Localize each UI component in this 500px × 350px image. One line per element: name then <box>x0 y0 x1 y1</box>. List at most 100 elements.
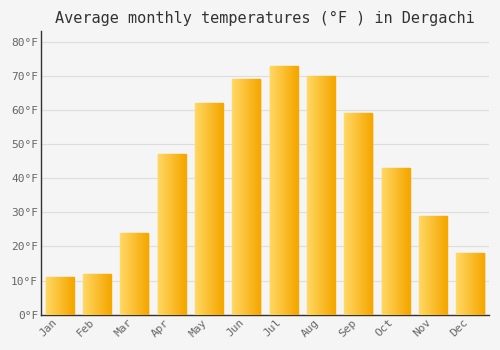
Bar <box>215 103 216 315</box>
Bar <box>197 103 198 315</box>
Bar <box>272 65 273 315</box>
Bar <box>433 216 434 315</box>
Bar <box>86 274 87 315</box>
Bar <box>182 154 183 315</box>
Bar <box>386 168 387 315</box>
Bar <box>309 76 310 315</box>
Bar <box>70 277 71 315</box>
Bar <box>327 76 328 315</box>
Bar <box>420 216 421 315</box>
Bar <box>160 154 161 315</box>
Bar <box>83 274 84 315</box>
Bar <box>142 233 144 315</box>
Bar <box>166 154 168 315</box>
Bar <box>295 65 296 315</box>
Bar <box>204 103 206 315</box>
Bar <box>207 103 208 315</box>
Bar <box>176 154 177 315</box>
Bar <box>213 103 214 315</box>
Bar <box>249 79 250 315</box>
Bar <box>102 274 103 315</box>
Bar <box>399 168 400 315</box>
Bar <box>357 113 358 315</box>
Bar <box>242 79 244 315</box>
Bar <box>359 113 360 315</box>
Bar <box>95 274 96 315</box>
Bar <box>101 274 102 315</box>
Bar <box>395 168 396 315</box>
Bar <box>251 79 252 315</box>
Bar <box>50 277 51 315</box>
Bar <box>393 168 394 315</box>
Bar <box>159 154 160 315</box>
Bar <box>328 76 330 315</box>
Bar <box>446 216 447 315</box>
Bar <box>312 76 313 315</box>
Bar <box>462 253 463 315</box>
Bar <box>259 79 260 315</box>
Bar <box>344 113 345 315</box>
Bar <box>424 216 425 315</box>
Bar <box>308 76 309 315</box>
Bar <box>461 253 462 315</box>
Bar <box>431 216 432 315</box>
Bar <box>283 65 284 315</box>
Bar <box>90 274 92 315</box>
Bar <box>122 233 123 315</box>
Bar <box>212 103 213 315</box>
Bar <box>352 113 354 315</box>
Bar <box>385 168 386 315</box>
Bar <box>232 79 233 315</box>
Bar <box>256 79 258 315</box>
Bar <box>178 154 180 315</box>
Bar <box>120 233 121 315</box>
Bar <box>276 65 278 315</box>
Bar <box>244 79 245 315</box>
Bar <box>321 76 322 315</box>
Bar <box>362 113 363 315</box>
Bar <box>52 277 54 315</box>
Bar <box>240 79 242 315</box>
Bar <box>62 277 63 315</box>
Bar <box>297 65 298 315</box>
Bar <box>169 154 170 315</box>
Bar <box>368 113 370 315</box>
Bar <box>460 253 461 315</box>
Bar <box>422 216 423 315</box>
Bar <box>419 216 420 315</box>
Bar <box>333 76 334 315</box>
Bar <box>382 168 383 315</box>
Bar <box>384 168 385 315</box>
Bar <box>68 277 70 315</box>
Bar <box>290 65 292 315</box>
Bar <box>398 168 399 315</box>
Bar <box>85 274 86 315</box>
Bar <box>247 79 248 315</box>
Bar <box>311 76 312 315</box>
Bar <box>471 253 472 315</box>
Bar <box>173 154 174 315</box>
Bar <box>392 168 393 315</box>
Bar <box>63 277 64 315</box>
Bar <box>387 168 388 315</box>
Bar <box>209 103 210 315</box>
Bar <box>463 253 464 315</box>
Bar <box>423 216 424 315</box>
Bar <box>168 154 169 315</box>
Bar <box>135 233 136 315</box>
Bar <box>48 277 49 315</box>
Bar <box>401 168 402 315</box>
Bar <box>480 253 482 315</box>
Bar <box>351 113 352 315</box>
Bar <box>216 103 218 315</box>
Bar <box>210 103 211 315</box>
Bar <box>139 233 140 315</box>
Bar <box>147 233 148 315</box>
Bar <box>127 233 128 315</box>
Bar <box>394 168 395 315</box>
Bar <box>363 113 364 315</box>
Bar <box>464 253 466 315</box>
Bar <box>180 154 182 315</box>
Bar <box>146 233 147 315</box>
Bar <box>87 274 88 315</box>
